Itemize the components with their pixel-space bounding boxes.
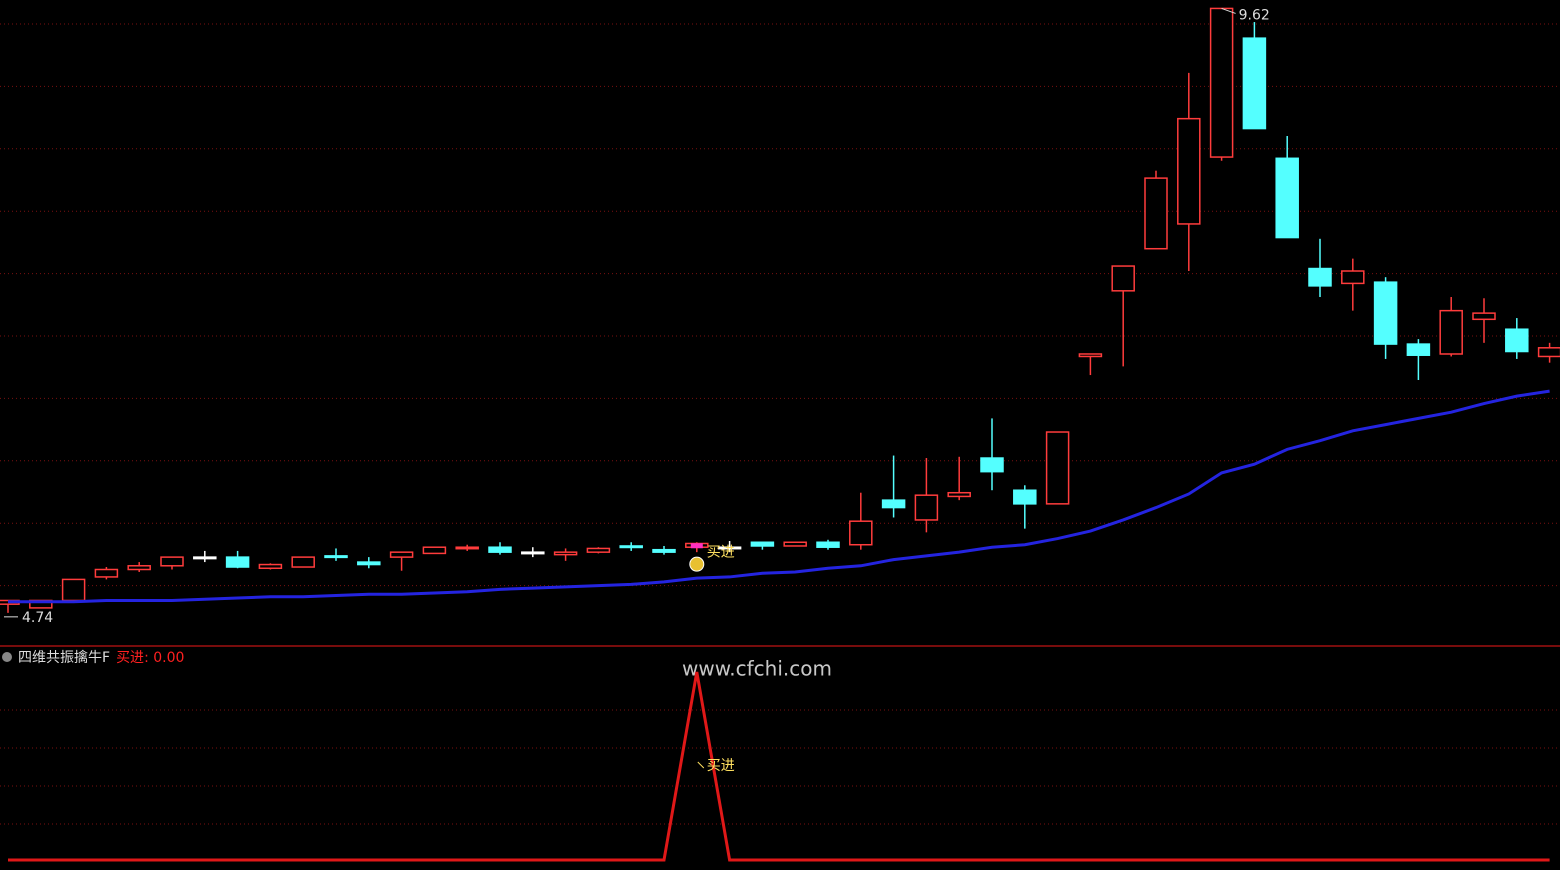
candle-body: [816, 541, 840, 548]
candle-body: [1308, 267, 1332, 287]
candle-body: [1242, 37, 1267, 130]
candle-body: [94, 568, 119, 578]
low-label: 4.74: [22, 610, 53, 626]
candle-body: [1209, 7, 1234, 158]
candle-body: [422, 546, 447, 555]
candle-body: [127, 565, 151, 571]
candle-body: [291, 556, 315, 568]
candle-body: [881, 499, 906, 509]
candle-body: [619, 545, 643, 549]
indicator-icon: [2, 652, 12, 662]
candle-body: [1472, 312, 1496, 321]
candle-body: [1406, 343, 1431, 356]
high-pointer: [1221, 7, 1236, 14]
candle-body: [1144, 177, 1168, 250]
signal-label: 买进: [707, 544, 735, 560]
candle-body: [783, 541, 807, 547]
candle-body: [488, 546, 512, 553]
current-value: 0.00: [153, 650, 185, 666]
candle-body: [1373, 281, 1398, 345]
indicator-label: 四维共振擒牛F 买进 0.00: [0, 647, 184, 667]
candle-body: [553, 551, 578, 556]
candle-body: [160, 556, 184, 567]
candle-body: [717, 546, 742, 550]
indicator-title: 四维共振擒牛F: [18, 650, 111, 666]
series-name: 买进: [116, 650, 149, 666]
candle-body: [914, 494, 939, 521]
candle-body: [1078, 353, 1103, 358]
signal-label: 买进: [707, 758, 735, 774]
candle-body: [225, 556, 250, 568]
candle-body: [1505, 328, 1529, 353]
candle-body: [324, 555, 348, 559]
candle-body: [980, 457, 1004, 473]
candle-body: [652, 548, 676, 553]
candle-body: [750, 541, 775, 547]
candle-body: [586, 547, 611, 553]
candle-body: [61, 578, 86, 602]
candle-body: [1275, 157, 1299, 239]
candle-body: [1537, 347, 1560, 358]
candle-body: [947, 491, 971, 498]
candle-body: [1013, 489, 1037, 505]
indicator-legend: 买进 0.00: [116, 647, 184, 667]
candle-body: [455, 546, 479, 550]
candle-body: [389, 551, 414, 558]
signal-marker: [690, 543, 703, 549]
candle-body: [1111, 265, 1135, 292]
signal-icon: [689, 556, 705, 572]
candle-body: [258, 563, 283, 570]
candle-body: [521, 551, 545, 555]
candle-body: [1341, 270, 1365, 285]
signal-pointer: [697, 761, 705, 769]
moving-average: [8, 389, 1550, 604]
watermark: www.cfchi.com: [682, 657, 832, 681]
candle-body: [193, 556, 217, 560]
candle-body: [1045, 431, 1070, 505]
indicator-line: [8, 671, 1550, 862]
candle-body: [1439, 309, 1463, 355]
candle-body: [1177, 117, 1201, 225]
candle-body: [849, 520, 873, 546]
candle-body: [357, 561, 381, 566]
high-label: 9.62: [1239, 7, 1270, 23]
